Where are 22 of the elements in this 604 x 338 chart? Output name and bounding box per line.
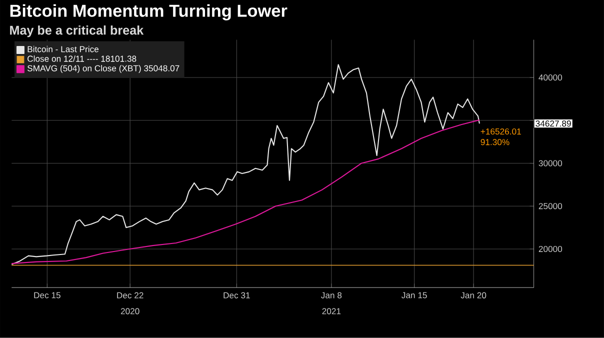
x-tick-label: Jan 8 (321, 292, 342, 298)
annotation: 91.30% (480, 139, 510, 146)
legend-label: SMAVG (504) on Close (XBT) 35048.07 (28, 65, 180, 74)
annotation: +16526.01 (480, 128, 521, 135)
x-tick-label: Dec 15 (34, 292, 60, 298)
y-tick-label: 30000 (538, 160, 562, 166)
chart-title: Bitcoin Momentum Turning Lower (10, 4, 288, 20)
x-tick-label: Jan 15 (402, 292, 427, 298)
x-tick-label: Dec 31 (224, 292, 250, 298)
legend-label: Bitcoin - Last Price (28, 46, 99, 52)
line-series (11, 64, 480, 265)
x2-tick-label: 2020 (120, 308, 140, 314)
line-series (11, 119, 480, 264)
y-tick-label: 20000 (538, 246, 562, 252)
x-tick-label: Jan 20 (460, 292, 486, 298)
chart-subtitle: May be a critical break (10, 25, 144, 38)
y-tick-label: 40000 (538, 74, 562, 81)
x-tick-label: Dec 22 (117, 292, 144, 298)
text: 34627.89 (536, 120, 571, 127)
legend-label: Close on 12/11 ---- 18101.38 (28, 55, 136, 62)
y-tick-label: 25000 (538, 203, 562, 210)
x2-tick-label: 2021 (322, 308, 341, 314)
